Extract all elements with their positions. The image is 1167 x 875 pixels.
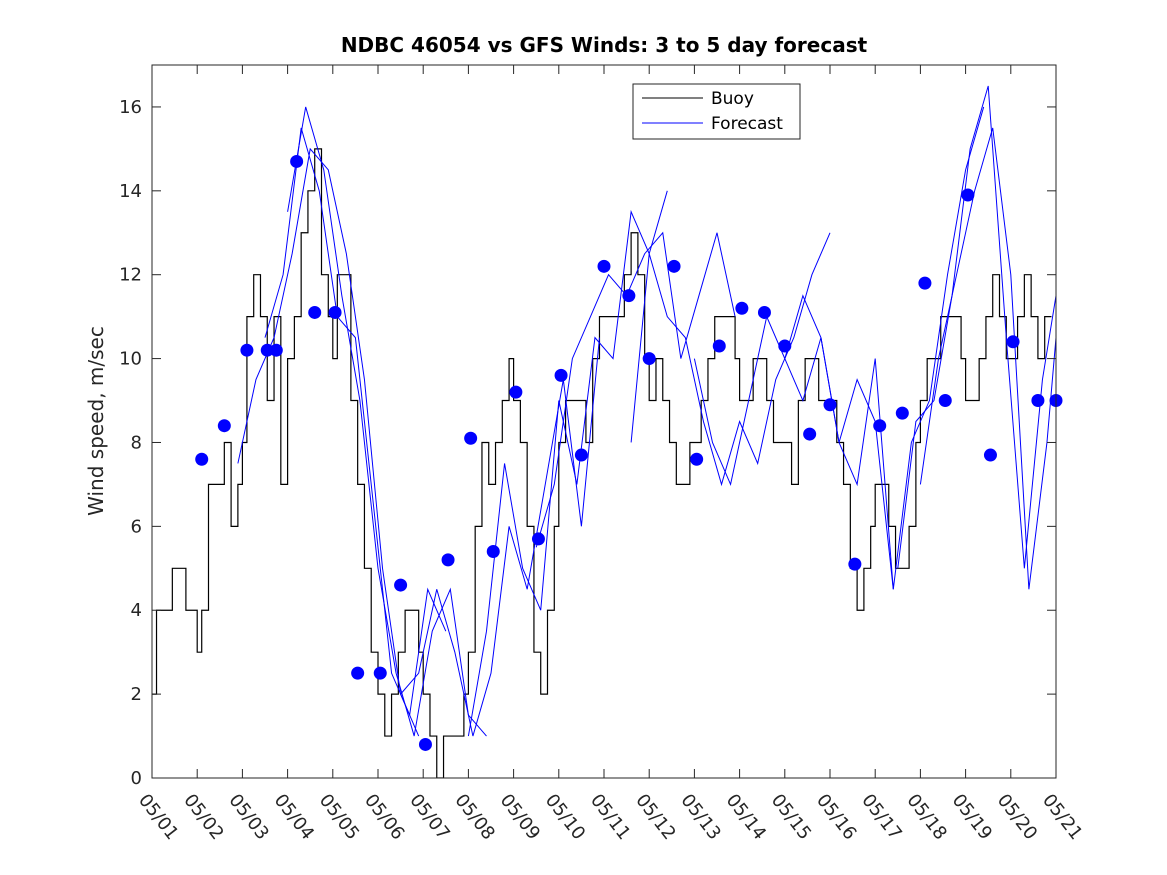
y-tick-label-6: 6 (131, 516, 142, 537)
forecast-point-0 (195, 452, 209, 466)
forecast-point-15 (509, 385, 523, 399)
forecast-point-17 (554, 368, 568, 382)
forecast-point-31 (873, 419, 887, 433)
forecast-point-1 (217, 419, 231, 433)
legend: Buoy Forecast (632, 83, 801, 140)
forecast-point-34 (938, 394, 952, 408)
plot-area (152, 65, 1056, 778)
y-tick-label-14: 14 (119, 181, 142, 202)
forecast-point-33 (918, 276, 932, 290)
legend-box (632, 83, 801, 140)
forecast-point-9 (373, 666, 387, 680)
series-layer (152, 85, 1056, 778)
forecast-point-4 (269, 343, 283, 357)
forecast-series-line-1 (264, 127, 447, 717)
forecast-point-32 (895, 406, 909, 420)
forecast-point-6 (308, 305, 322, 319)
forecast-series-line-7 (693, 294, 894, 590)
forecast-point-23 (690, 452, 704, 466)
forecast-point-24 (712, 339, 726, 353)
forecast-point-28 (803, 427, 817, 441)
forecast-point-13 (464, 431, 478, 445)
forecast-point-22 (667, 259, 681, 273)
forecast-point-3 (260, 343, 274, 357)
forecast-point-2 (240, 343, 254, 357)
forecast-point-27 (778, 339, 792, 353)
forecast-point-29 (823, 398, 837, 412)
forecast-point-25 (735, 301, 749, 315)
forecast-series-line-4 (467, 190, 668, 737)
forecast-series-line-8 (784, 106, 985, 590)
forecast-point-12 (441, 553, 455, 567)
forecast-point-30 (848, 557, 862, 571)
forecast-point-11 (418, 737, 432, 751)
forecast-series-line-6 (630, 232, 831, 487)
forecast-point-16 (531, 532, 545, 546)
forecast-series-line-5 (535, 231, 736, 548)
forecast-point-38 (1031, 394, 1045, 408)
legend-forecast-label: Forecast (711, 114, 783, 134)
y-tick-label-2: 2 (131, 684, 142, 705)
forecast-point-10 (394, 578, 408, 592)
marker-layer (195, 154, 1063, 751)
forecast-point-7 (328, 305, 342, 319)
y-tick-label-0: 0 (131, 768, 142, 789)
y-tick-label-10: 10 (119, 349, 142, 370)
forecast-point-35 (961, 188, 975, 202)
y-tick-label-16: 16 (119, 97, 142, 118)
y-tick-label-8: 8 (131, 432, 142, 453)
chart-title: NDBC 46054 vs GFS Winds: 3 to 5 day fore… (341, 33, 868, 57)
forecast-point-18 (574, 448, 588, 462)
forecast-point-19 (597, 259, 611, 273)
y-axis: 0 2 4 6 8 10 12 14 16 (119, 97, 1056, 789)
forecast-point-5 (290, 154, 304, 168)
forecast-point-36 (983, 448, 997, 462)
forecast-point-8 (351, 666, 365, 680)
y-tick-label-12: 12 (119, 265, 142, 286)
y-tick-label-4: 4 (131, 600, 142, 621)
forecast-point-37 (1006, 335, 1020, 349)
legend-buoy-label: Buoy (711, 89, 754, 109)
forecast-point-26 (757, 305, 771, 319)
forecast-series-line-10 (919, 127, 1056, 590)
forecast-series-line-2 (287, 106, 487, 737)
y-axis-label: Wind speed, m/sec (84, 326, 108, 516)
forecast-series-line-9 (897, 85, 1056, 569)
forecast-point-21 (642, 352, 656, 366)
forecast-point-14 (486, 545, 500, 559)
forecast-point-20 (622, 289, 636, 303)
